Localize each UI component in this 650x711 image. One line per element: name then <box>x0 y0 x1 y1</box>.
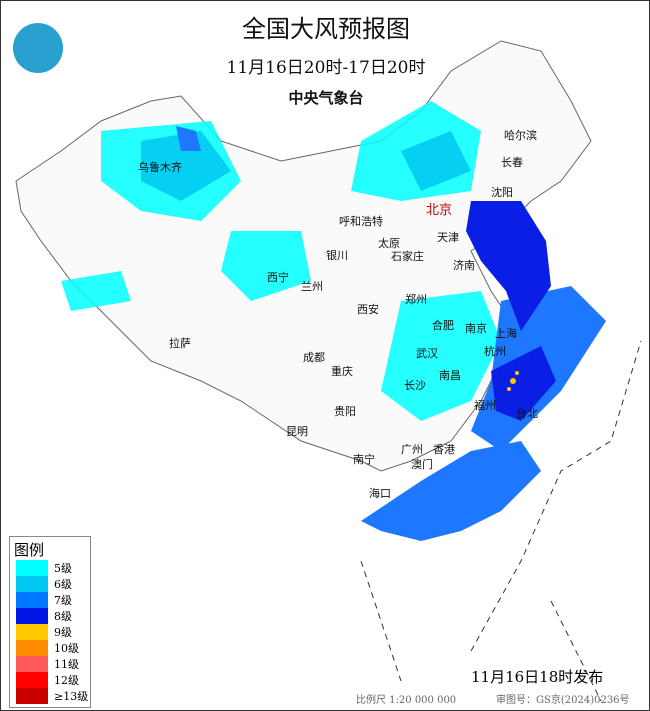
city-label: 郑州 <box>405 293 427 306</box>
legend-swatch <box>16 656 48 672</box>
wind-area-9 <box>507 371 519 391</box>
legend-label: 8级 <box>54 610 72 623</box>
legend-label: 6级 <box>54 578 72 591</box>
legend-swatch <box>16 688 48 704</box>
legend-item: 9级 <box>10 624 90 640</box>
city-label: 呼和浩特 <box>339 215 383 228</box>
city-label: 杭州 <box>484 345 506 358</box>
legend-swatch <box>16 608 48 624</box>
city-label: 乌鲁木齐 <box>138 161 182 174</box>
city-label: 兰州 <box>301 280 323 293</box>
issue-time: 11月16日18时发布 <box>471 668 604 686</box>
map-title: 全国大风预报图 <box>242 15 410 43</box>
legend-label: 10级 <box>54 642 79 655</box>
legend-label: 7级 <box>54 594 72 607</box>
city-label: 西安 <box>357 303 379 316</box>
legend-label: 5级 <box>54 562 72 575</box>
map-scale: 比例尺 1:20 000 000 <box>356 695 457 706</box>
legend-swatch <box>16 672 48 688</box>
legend-swatch <box>16 560 48 576</box>
city-label: 太原 <box>378 237 400 250</box>
city-label: 武汉 <box>416 347 438 360</box>
city-label: 贵阳 <box>334 405 356 418</box>
forecast-period: 11月16日20时-17日20时 <box>226 58 426 78</box>
legend-item: ≥13级 <box>10 688 90 704</box>
city-label: 石家庄 <box>391 250 424 263</box>
city-label: 长沙 <box>404 379 426 392</box>
legend-item: 12级 <box>10 672 90 688</box>
legend-swatch <box>16 624 48 640</box>
city-label: 香港 <box>433 443 455 456</box>
city-label: 天津 <box>437 231 459 244</box>
city-label: 昆明 <box>286 425 308 438</box>
city-label: 合肥 <box>432 319 454 332</box>
legend-label: ≥13级 <box>54 690 89 703</box>
review-number: 审图号：GS京(2024)0236号 <box>496 695 630 706</box>
legend-item: 10级 <box>10 640 90 656</box>
nine-dash-line <box>360 340 642 702</box>
city-label: 哈尔滨 <box>504 129 537 142</box>
cma-logo <box>13 23 63 73</box>
legend-item: 8级 <box>10 608 90 624</box>
city-label: 福州 <box>474 399 496 412</box>
city-label: 澳门 <box>411 458 433 471</box>
city-label: 台北 <box>516 407 538 420</box>
city-label: 银川 <box>326 249 348 262</box>
legend-label: 9级 <box>54 626 72 639</box>
legend: 图例 5级 6级 7级 8级 9级 10级 11级 12级 ≥13级 <box>9 536 91 708</box>
city-label: 重庆 <box>331 365 353 378</box>
agency-name: 中央气象台 <box>288 89 364 107</box>
legend-item: 6级 <box>10 576 90 592</box>
city-label: 南宁 <box>353 453 375 466</box>
city-label: 西宁 <box>267 271 289 284</box>
city-label: 长春 <box>501 156 523 169</box>
wind-area-8 <box>466 201 556 421</box>
city-label: 南京 <box>465 322 487 335</box>
city-label: 海口 <box>369 487 391 500</box>
legend-swatch <box>16 592 48 608</box>
city-label-capital: 北京 <box>426 203 453 218</box>
city-label: 拉萨 <box>169 337 191 350</box>
legend-label: 12级 <box>54 674 79 687</box>
city-label: 沈阳 <box>491 186 513 199</box>
wind-area-6 <box>141 131 471 201</box>
legend-label: 11级 <box>54 658 79 671</box>
legend-swatch <box>16 576 48 592</box>
city-label: 广州 <box>401 443 423 456</box>
legend-item: 7级 <box>10 592 90 608</box>
city-label: 南昌 <box>439 369 461 382</box>
city-label: 上海 <box>495 327 517 340</box>
legend-title: 图例 <box>14 541 45 559</box>
legend-item: 5级 <box>10 560 90 576</box>
city-label: 济南 <box>453 259 475 272</box>
city-label: 成都 <box>303 351 325 364</box>
legend-item: 11级 <box>10 656 90 672</box>
legend-swatch <box>16 640 48 656</box>
